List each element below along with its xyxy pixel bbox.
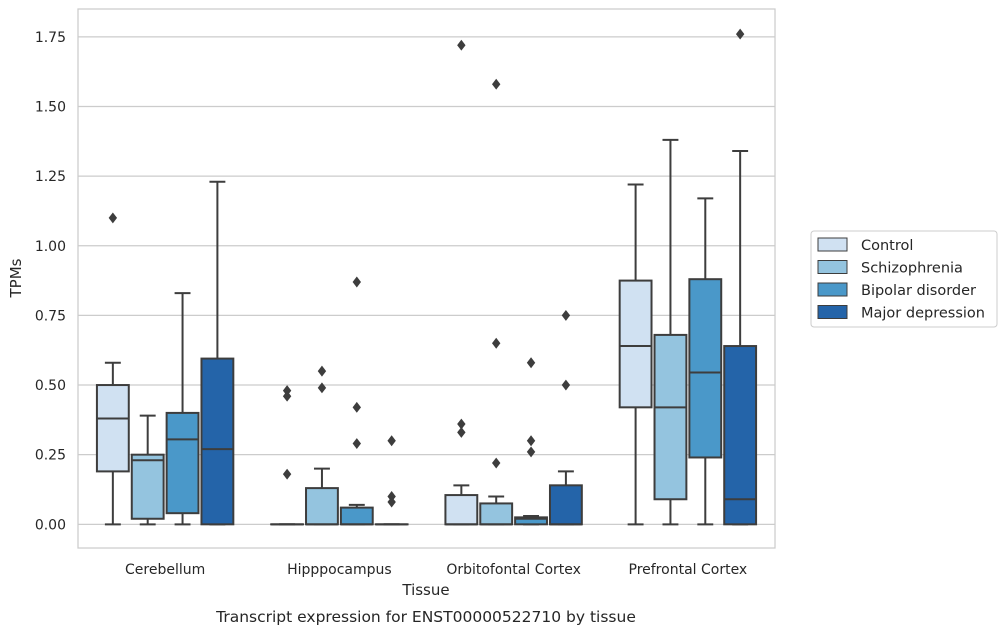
box-body bbox=[548, 484, 583, 526]
box-body bbox=[653, 333, 688, 501]
legend-swatch bbox=[817, 282, 848, 297]
box-body bbox=[130, 453, 165, 520]
box-body bbox=[688, 278, 723, 459]
x-axis-title: Tissue bbox=[401, 581, 449, 599]
outlier-point bbox=[492, 457, 501, 469]
x-axis-ticks: Cerebellum Hipppocampus Orbitofontal Corte… bbox=[125, 562, 747, 578]
outlier-point bbox=[561, 309, 571, 321]
box-bipolar-disorder-0 bbox=[165, 292, 200, 526]
box-bipolar-disorder-2 bbox=[514, 357, 548, 526]
outlier-point bbox=[492, 78, 501, 90]
box-major-depression-3 bbox=[723, 28, 758, 526]
outlier-point bbox=[387, 496, 396, 508]
outlier-point bbox=[282, 390, 292, 402]
box-major-depression-1 bbox=[374, 435, 409, 526]
legend: Control Schizophrenia Bipolar disorder Majo… bbox=[810, 230, 998, 328]
box-schizophrenia-1 bbox=[305, 365, 339, 526]
outlier-point bbox=[526, 435, 536, 447]
legend-swatch bbox=[817, 305, 848, 319]
box-bipolar-disorder-1 bbox=[339, 276, 374, 526]
box-major-depression-2 bbox=[548, 309, 583, 526]
x-tick-label: Hipppocampus bbox=[287, 562, 392, 578]
box-body bbox=[479, 502, 514, 526]
outlier-point bbox=[282, 385, 292, 397]
outlier-point bbox=[526, 446, 536, 458]
box-body bbox=[618, 279, 653, 409]
outlier-point bbox=[561, 379, 571, 391]
outlier-point bbox=[352, 276, 361, 288]
x-tick-label: Cerebellum bbox=[125, 562, 205, 578]
outlier-point bbox=[387, 491, 396, 502]
outlier-point bbox=[352, 401, 361, 413]
x-tick-label: Orbitofontal Cortex bbox=[446, 562, 581, 578]
legend-label: Schizophrenia bbox=[861, 261, 963, 277]
outlier-point bbox=[457, 39, 466, 51]
y-tick-label: 1.75 bbox=[35, 30, 66, 46]
box-control-0 bbox=[95, 212, 130, 526]
box-major-depression-0 bbox=[200, 180, 235, 526]
box-bipolar-disorder-3 bbox=[688, 197, 723, 526]
box-body bbox=[95, 384, 130, 473]
box-schizophrenia-2 bbox=[479, 78, 514, 526]
box-control-1 bbox=[270, 385, 305, 526]
legend-frame bbox=[810, 230, 998, 328]
box-body bbox=[200, 357, 235, 526]
outlier-point bbox=[317, 365, 327, 377]
y-tick-label: 0.00 bbox=[35, 517, 66, 533]
y-axis-title: TPMs bbox=[7, 258, 25, 298]
y-tick-label: 1.00 bbox=[35, 239, 66, 255]
legend-label: Bipolar disorder bbox=[861, 283, 976, 299]
box-body bbox=[165, 411, 200, 515]
outlier-point bbox=[317, 382, 327, 394]
outlier-point bbox=[492, 337, 501, 349]
box-body bbox=[444, 494, 479, 526]
legend-label: Control bbox=[861, 238, 913, 254]
y-tick-label: 0.25 bbox=[35, 448, 66, 464]
outlier-point bbox=[735, 28, 745, 40]
box-body bbox=[305, 487, 339, 526]
outlier-point bbox=[457, 418, 466, 430]
y-axis-ticks: 0.00 0.25 0.50 0.75 1.00 1.25 1.50 1.75 bbox=[35, 30, 66, 533]
chart-caption: Transcript expression for ENST0000052271… bbox=[215, 608, 636, 626]
box-body bbox=[339, 506, 374, 526]
box-control-2 bbox=[444, 39, 479, 526]
legend-swatch bbox=[817, 260, 848, 274]
outlier-point bbox=[526, 357, 536, 369]
outlier-point bbox=[108, 212, 118, 224]
box-control-3 bbox=[618, 183, 653, 526]
boxes bbox=[95, 28, 758, 526]
outlier-point bbox=[457, 426, 466, 438]
outlier-point bbox=[352, 438, 361, 450]
outlier-point bbox=[282, 468, 292, 480]
box-body bbox=[723, 345, 758, 526]
box-schizophrenia-3 bbox=[653, 138, 688, 526]
x-tick-label: Prefrontal Cortex bbox=[629, 562, 748, 578]
y-tick-label: 0.50 bbox=[35, 378, 66, 394]
y-tick-label: 1.25 bbox=[35, 169, 66, 185]
box-body bbox=[514, 516, 548, 526]
y-tick-label: 1.50 bbox=[35, 99, 66, 115]
y-tick-label: 0.75 bbox=[35, 308, 66, 324]
legend-swatch bbox=[817, 237, 848, 252]
outlier-point bbox=[387, 435, 396, 447]
box-schizophrenia-0 bbox=[130, 414, 165, 526]
legend-label: Major depression bbox=[861, 306, 985, 322]
plot-area-frame bbox=[77, 8, 776, 549]
